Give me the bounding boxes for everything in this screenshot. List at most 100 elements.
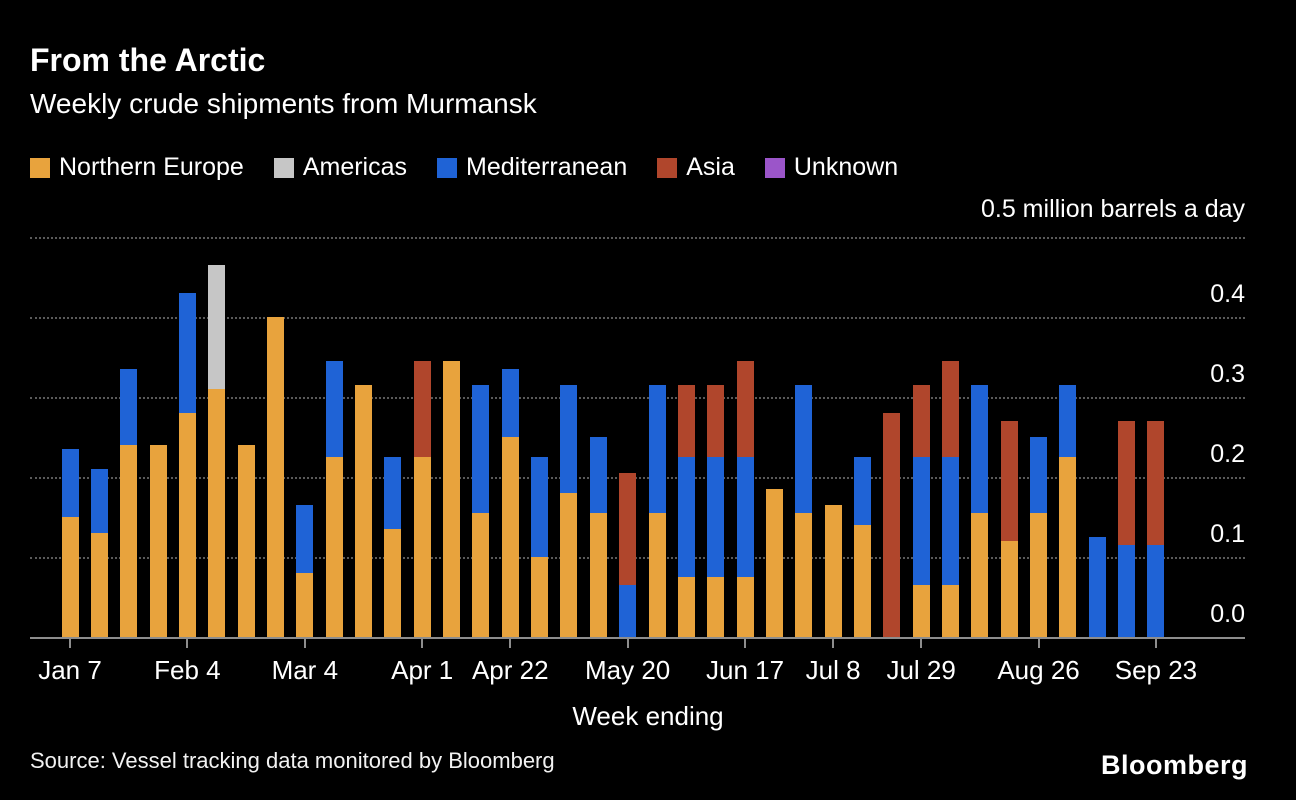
bar-segment-northern-europe — [413, 457, 431, 637]
bar-segment-northern-europe — [707, 577, 725, 637]
bar-week-jun-10 — [707, 237, 725, 637]
bar-segment-asia — [912, 385, 930, 457]
legend-label: Unknown — [793, 153, 899, 181]
x-tick — [303, 639, 306, 648]
bar-segment-asia — [942, 361, 959, 457]
bar-week-feb-25 — [266, 237, 284, 637]
bar-segment-mediterranean — [531, 457, 549, 557]
gridline — [30, 237, 1245, 239]
gridline — [30, 397, 1245, 399]
bar-segment-northern-europe — [942, 585, 959, 637]
legend-item: Northern Europe — [30, 153, 244, 182]
bar-segment-mediterranean — [589, 437, 607, 513]
bar-week-mar-18 — [355, 237, 372, 637]
legend-item: Unknown — [764, 153, 899, 182]
chart-title: From the Arctic — [30, 42, 266, 78]
x-tick — [744, 639, 747, 648]
y-tick-label: 0.0 — [1210, 600, 1245, 628]
bar-segment-mediterranean — [120, 369, 138, 445]
bar-week-feb-11 — [208, 237, 226, 637]
x-tick-label: Jun 17 — [706, 655, 785, 685]
x-tick-label: Sep 23 — [1114, 655, 1198, 685]
legend-swatch-icon — [437, 157, 458, 178]
legend-label: Asia — [686, 153, 735, 181]
bar-segment-northern-europe — [472, 513, 490, 637]
bar-segment-mediterranean — [1147, 545, 1165, 637]
bar-segment-northern-europe — [149, 445, 167, 637]
bar-segment-northern-europe — [1059, 457, 1077, 637]
bar-week-apr-1 — [413, 237, 431, 637]
y-axis-top-label: 0.5 million barrels a day — [980, 195, 1245, 223]
x-tick-label: May 20 — [585, 655, 671, 685]
bar-week-jul-8 — [824, 237, 842, 637]
bar-segment-mediterranean — [736, 457, 754, 577]
bar-week-feb-18 — [237, 237, 255, 637]
bar-segment-northern-europe — [560, 493, 578, 637]
x-tick-label: Apr 1 — [391, 655, 454, 685]
bar-segment-mediterranean — [178, 293, 196, 413]
bar-segment-northern-europe — [765, 489, 783, 637]
bar-segment-northern-europe — [1030, 513, 1048, 637]
bar-segment-northern-europe — [1000, 541, 1018, 637]
plot-area: 0.4 0.3 0.2 0.1 0.0 Jan 7 Feb 4 Mar 4 Apr 1 Apr 2… — [30, 237, 1245, 685]
bar-segment-northern-europe — [824, 505, 842, 637]
bar-segment-mediterranean — [325, 361, 343, 457]
chart-subtitle: Weekly crude shipments from Murmansk — [30, 88, 537, 119]
gridline — [30, 557, 1245, 559]
bar-segment-americas — [208, 265, 226, 389]
bar-week-may-20 — [619, 237, 637, 637]
x-tick-label: Jul 8 — [805, 655, 861, 685]
bar-segment-northern-europe — [501, 437, 519, 637]
x-tick — [421, 639, 424, 648]
bar-week-mar-4 — [296, 237, 314, 637]
legend-swatch-icon — [30, 157, 50, 178]
bar-segment-mediterranean — [472, 385, 490, 513]
x-tick-label: Mar 4 — [271, 655, 339, 685]
bar-segment-northern-europe — [971, 513, 989, 637]
bar-segment-mediterranean — [971, 385, 989, 513]
bar-segment-mediterranean — [1088, 537, 1106, 637]
bar-segment-asia — [677, 385, 695, 457]
bar-segment-mediterranean — [942, 457, 959, 585]
bar-week-mar-11 — [325, 237, 343, 637]
bar-segment-northern-europe — [853, 525, 871, 637]
source-note: Source: Vessel tracking data monitored b… — [30, 748, 555, 773]
x-tick-label: Aug 26 — [997, 655, 1080, 685]
bar-segment-asia — [619, 473, 637, 585]
bar-week-may-13 — [589, 237, 607, 637]
x-tick — [1037, 639, 1040, 648]
bar-segment-northern-europe — [912, 585, 930, 637]
x-axis-title: Week ending — [572, 701, 724, 731]
x-tick — [832, 639, 835, 648]
bar-segment-mediterranean — [61, 449, 79, 517]
bar-segment-mediterranean — [912, 457, 930, 585]
bar-segment-mediterranean — [1118, 545, 1136, 637]
bar-week-may-6 — [560, 237, 578, 637]
bar-week-jan-28 — [149, 237, 167, 637]
x-tick-label: Jan 7 — [38, 655, 102, 685]
bar-segment-mediterranean — [648, 385, 666, 513]
bar-segment-northern-europe — [443, 361, 461, 637]
bar-segment-northern-europe — [531, 557, 549, 637]
bloomberg-logo: Bloomberg — [1100, 750, 1248, 780]
bar-segment-northern-europe — [648, 513, 666, 637]
bar-week-aug-26 — [1030, 237, 1048, 637]
legend-label: Americas — [302, 153, 408, 181]
x-tick-label: Jul 29 — [886, 655, 956, 685]
bar-segment-mediterranean — [677, 457, 695, 577]
bar-week-apr-29 — [531, 237, 549, 637]
bar-segment-mediterranean — [707, 457, 725, 577]
bar-week-feb-4 — [178, 237, 196, 637]
bar-segment-northern-europe — [677, 577, 695, 637]
y-tick-label: 0.1 — [1210, 520, 1245, 548]
bar-week-jul-29 — [912, 237, 930, 637]
legend-swatch-icon — [273, 157, 294, 178]
bar-week-mar-25 — [384, 237, 402, 637]
x-tick — [1154, 639, 1157, 648]
legend-item: Americas — [273, 153, 408, 182]
bar-week-jan-7 — [61, 237, 79, 637]
bar-week-jul-15 — [853, 237, 871, 637]
bar-week-sep-23 — [1147, 237, 1165, 637]
bar-week-jun-24 — [765, 237, 783, 637]
x-tick — [186, 639, 189, 648]
